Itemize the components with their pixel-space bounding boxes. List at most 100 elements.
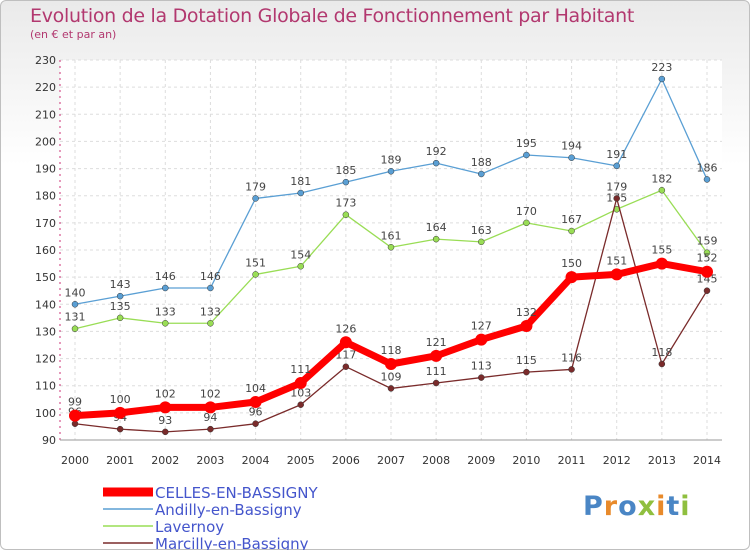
x-tick-label: 2005 <box>287 454 315 467</box>
data-label: 192 <box>426 145 447 158</box>
data-label: 167 <box>561 213 582 226</box>
data-point <box>478 170 485 178</box>
data-point <box>71 325 79 332</box>
data-label: 118 <box>651 346 672 359</box>
data-point <box>568 227 575 235</box>
data-point <box>116 425 124 433</box>
data-label: 188 <box>471 156 492 169</box>
data-label: 93 <box>158 414 172 427</box>
data-label: 154 <box>290 248 311 261</box>
data-label: 131 <box>65 311 86 324</box>
y-tick-label: 210 <box>35 108 56 121</box>
data-label: 145 <box>697 273 718 286</box>
y-tick-label: 160 <box>35 244 56 257</box>
data-label: 191 <box>606 148 627 161</box>
data-label: 100 <box>110 393 131 406</box>
data-point <box>162 428 169 436</box>
data-label: 182 <box>651 172 672 185</box>
data-point <box>339 336 352 349</box>
data-label: 126 <box>335 322 356 335</box>
data-label: 181 <box>290 175 311 188</box>
data-point <box>252 195 259 202</box>
data-point <box>475 333 488 346</box>
data-label: 159 <box>697 235 718 248</box>
data-point <box>159 401 172 414</box>
data-point <box>610 268 623 281</box>
data-label: 118 <box>381 344 402 357</box>
data-label: 151 <box>606 254 627 267</box>
data-label: 194 <box>561 140 582 153</box>
data-label: 121 <box>426 336 447 349</box>
data-label: 117 <box>335 349 356 362</box>
data-label: 185 <box>335 164 356 177</box>
data-point <box>523 219 530 227</box>
data-label: 111 <box>290 363 311 376</box>
data-point <box>703 249 711 256</box>
data-label: 195 <box>516 137 537 150</box>
legend-label: CELLES-EN-BASSIGNY <box>155 484 319 502</box>
data-point <box>655 257 668 270</box>
data-point <box>703 176 711 183</box>
x-tick-label: 2010 <box>512 454 540 467</box>
data-point <box>387 244 395 251</box>
data-point <box>207 284 214 292</box>
data-point <box>478 238 485 246</box>
data-label: 143 <box>110 278 131 291</box>
data-point <box>114 406 127 419</box>
data-point <box>71 420 79 427</box>
y-tick-label: 110 <box>35 380 56 393</box>
data-point <box>116 292 124 300</box>
data-label: 111 <box>426 365 447 378</box>
data-label: 150 <box>561 257 582 270</box>
y-tick-label: 120 <box>35 353 56 366</box>
data-label: 96 <box>249 406 263 419</box>
data-label: 115 <box>516 354 537 367</box>
data-label: 189 <box>381 153 402 166</box>
y-tick-label: 140 <box>35 298 56 311</box>
x-tick-label: 2006 <box>332 454 360 467</box>
x-tick-label: 2007 <box>377 454 405 467</box>
data-point <box>432 379 440 387</box>
data-label: 99 <box>68 396 82 409</box>
data-label: 173 <box>335 197 356 210</box>
data-point <box>703 287 711 294</box>
data-label: 94 <box>203 411 217 424</box>
data-point <box>69 409 81 422</box>
proxiti-logo: Proxiti <box>583 491 691 522</box>
data-point <box>204 401 217 414</box>
data-point <box>342 178 350 186</box>
data-point <box>207 425 214 433</box>
y-tick-label: 90 <box>42 434 56 447</box>
data-point <box>252 420 259 427</box>
data-point <box>701 265 713 278</box>
y-tick-label: 170 <box>35 217 56 230</box>
data-point <box>523 368 530 376</box>
data-label: 223 <box>651 61 672 74</box>
x-tick-label: 2011 <box>558 454 586 467</box>
data-label: 186 <box>697 161 718 174</box>
data-label: 113 <box>471 360 492 373</box>
data-point <box>297 401 304 408</box>
data-label: 155 <box>651 244 672 257</box>
data-label: 104 <box>245 382 266 395</box>
data-point <box>658 187 666 194</box>
data-label: 133 <box>200 305 221 318</box>
data-point <box>568 366 575 373</box>
data-point <box>162 320 169 327</box>
data-point <box>342 363 350 370</box>
data-point <box>520 320 533 332</box>
data-label: 179 <box>245 180 266 193</box>
legend-label: Lavernoy <box>155 518 224 536</box>
data-label: 109 <box>381 370 402 383</box>
data-point <box>71 301 79 308</box>
data-label: 151 <box>245 256 266 269</box>
chart-title: Evolution de la Dotation Globale de Fonc… <box>30 5 635 27</box>
data-label: 146 <box>200 270 221 283</box>
data-point <box>565 271 578 284</box>
x-tick-label: 2012 <box>603 454 631 467</box>
legend-label: Marcilly-en-Bassigny <box>155 535 309 550</box>
y-tick-label: 220 <box>35 81 56 94</box>
y-tick-label: 200 <box>35 135 56 148</box>
data-label: 102 <box>155 387 176 400</box>
